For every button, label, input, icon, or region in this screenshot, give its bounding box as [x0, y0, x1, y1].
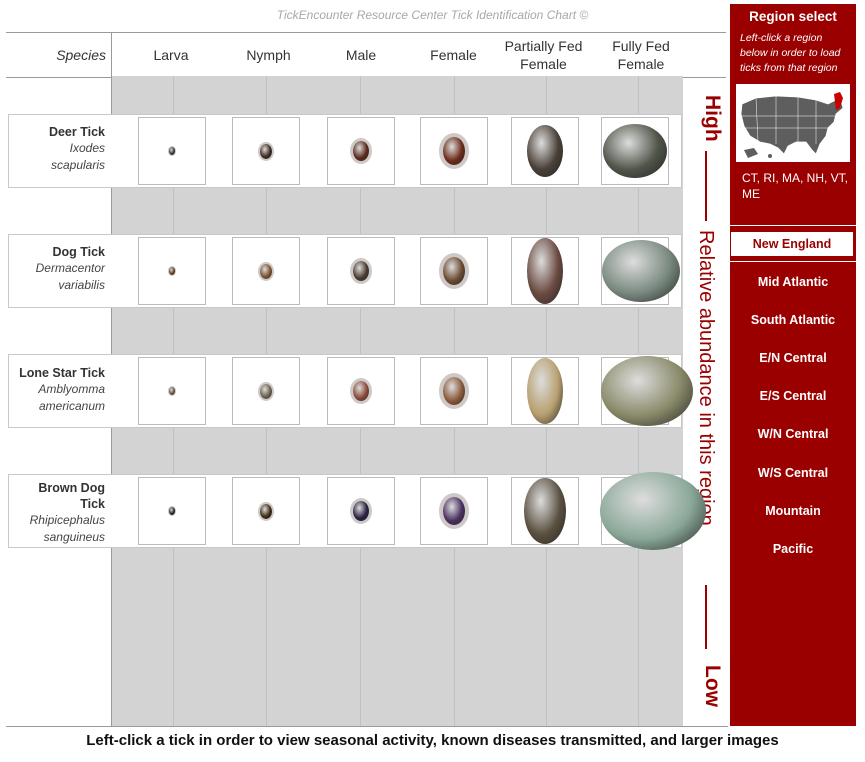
common-name: Deer Tick: [48, 125, 105, 139]
region-pacific[interactable]: Pacific: [772, 542, 814, 556]
scientific-name-species: variabilis: [58, 278, 105, 292]
brown-dog-tick-larva-tick-image[interactable]: [169, 507, 175, 515]
species-label: Deer Tick Ixodes scapularis: [9, 124, 105, 174]
abundance-high-label: High: [701, 95, 724, 142]
deer-tick-nymph-tick-image[interactable]: [260, 143, 272, 159]
region-south-atlantic[interactable]: South Atlantic: [750, 313, 836, 327]
region-e-n-central[interactable]: E/N Central: [759, 351, 827, 365]
region-mid-atlantic[interactable]: Mid Atlantic: [757, 275, 829, 289]
lone-star-tick-larva-tick-image[interactable]: [169, 387, 175, 395]
species-label: Lone Star Tick Amblyomma americanum: [9, 365, 105, 415]
chart-title: TickEncounter Resource Center Tick Ident…: [276, 8, 589, 22]
lone-star-tick-female-tick-image[interactable]: [443, 377, 465, 405]
species-label: Dog Tick Dermacentor variabilis: [9, 244, 105, 294]
brown-dog-tick-partially-fed-tick-image[interactable]: [524, 478, 566, 544]
lone-star-tick-nymph-tick-image[interactable]: [260, 383, 272, 399]
deer-tick-fully-fed-tick-image[interactable]: [603, 124, 667, 178]
fully-fed-line-1: Fully Fed: [612, 38, 670, 54]
partially-fed-column-header: Partially Fed Female: [491, 33, 596, 77]
fully-fed-column-header: Fully Fed Female: [591, 33, 691, 77]
dog-tick-female-tick-image[interactable]: [443, 257, 465, 285]
larva-column-header: Larva: [153, 47, 189, 63]
common-name: Lone Star Tick: [19, 366, 105, 380]
brown-dog-tick-nymph-tick-image[interactable]: [260, 503, 272, 519]
region-states-list: CT, RI, MA, NH, VT, ME: [742, 171, 849, 201]
abundance-label: Relative abundance in this region: [695, 230, 717, 526]
partially-fed-line-1: Partially Fed: [504, 38, 583, 54]
dog-tick-partially-fed-tick-image[interactable]: [527, 238, 563, 304]
brown-dog-tick-female-tick-image[interactable]: [443, 497, 465, 525]
lone-star-tick-male-tick-image[interactable]: [353, 381, 369, 401]
scientific-name-species: scapularis: [50, 158, 105, 172]
partially-fed-line-2: Female: [520, 56, 567, 72]
dog-tick-male-tick-image[interactable]: [353, 261, 369, 281]
dog-tick-larva-tick-image[interactable]: [169, 267, 175, 275]
region-select-sidebar: Region select Left-click a region below …: [730, 4, 856, 726]
species-column-header: Species: [56, 47, 106, 63]
region-select-instructions: Left-click a region below in order to lo…: [740, 32, 841, 74]
region-mountain[interactable]: Mountain: [765, 504, 821, 518]
deer-tick-female-tick-image[interactable]: [443, 137, 465, 165]
region-e-s-central[interactable]: E/S Central: [759, 389, 827, 403]
scientific-name-genus: Amblyomma: [38, 382, 105, 396]
deer-tick-male-tick-image[interactable]: [353, 141, 369, 161]
dog-tick-fully-fed-tick-image[interactable]: [602, 240, 680, 302]
region-w-s-central[interactable]: W/S Central: [757, 466, 829, 480]
common-name-line-2: Tick: [80, 497, 105, 511]
deer-tick-larva-tick-image[interactable]: [169, 147, 175, 155]
region-w-n-central[interactable]: W/N Central: [757, 427, 829, 441]
lone-star-tick-fully-fed-tick-image[interactable]: [601, 356, 693, 426]
male-column-header: Male: [345, 47, 377, 63]
common-name-line-1: Brown Dog: [38, 481, 105, 495]
scientific-name-species: americanum: [38, 399, 105, 413]
fully-fed-line-2: Female: [617, 56, 665, 72]
scientific-name-species: sanguineus: [43, 530, 105, 544]
abundance-scale: High Relative abundance in this region L…: [688, 95, 724, 707]
species-label: Brown Dog Tick Rhipicephalus sanguineus: [9, 480, 105, 546]
column-header-row: Species Larva Nymph Male Female Partiall…: [6, 32, 726, 78]
brown-dog-tick-fully-fed-tick-image[interactable]: [600, 472, 706, 550]
abundance-low-label: Low: [701, 665, 724, 707]
common-name: Dog Tick: [52, 245, 105, 259]
footer-instructions: Left-click a tick in order to view seaso…: [86, 732, 779, 749]
region-select-title: Region select: [749, 9, 837, 24]
lone-star-tick-partially-fed-tick-image[interactable]: [527, 358, 563, 424]
female-column-header: Female: [430, 47, 477, 63]
us-map-icon[interactable]: [736, 84, 850, 162]
region-new-england[interactable]: New England: [730, 231, 854, 257]
nymph-column-header: Nymph: [246, 47, 291, 63]
scientific-name-genus: Rhipicephalus: [29, 513, 105, 527]
dog-tick-nymph-tick-image[interactable]: [260, 263, 272, 279]
scientific-name-genus: Dermacentor: [35, 261, 105, 275]
deer-tick-partially-fed-tick-image[interactable]: [527, 125, 563, 177]
brown-dog-tick-male-tick-image[interactable]: [353, 501, 369, 521]
scientific-name-genus: Ixodes: [69, 141, 105, 155]
